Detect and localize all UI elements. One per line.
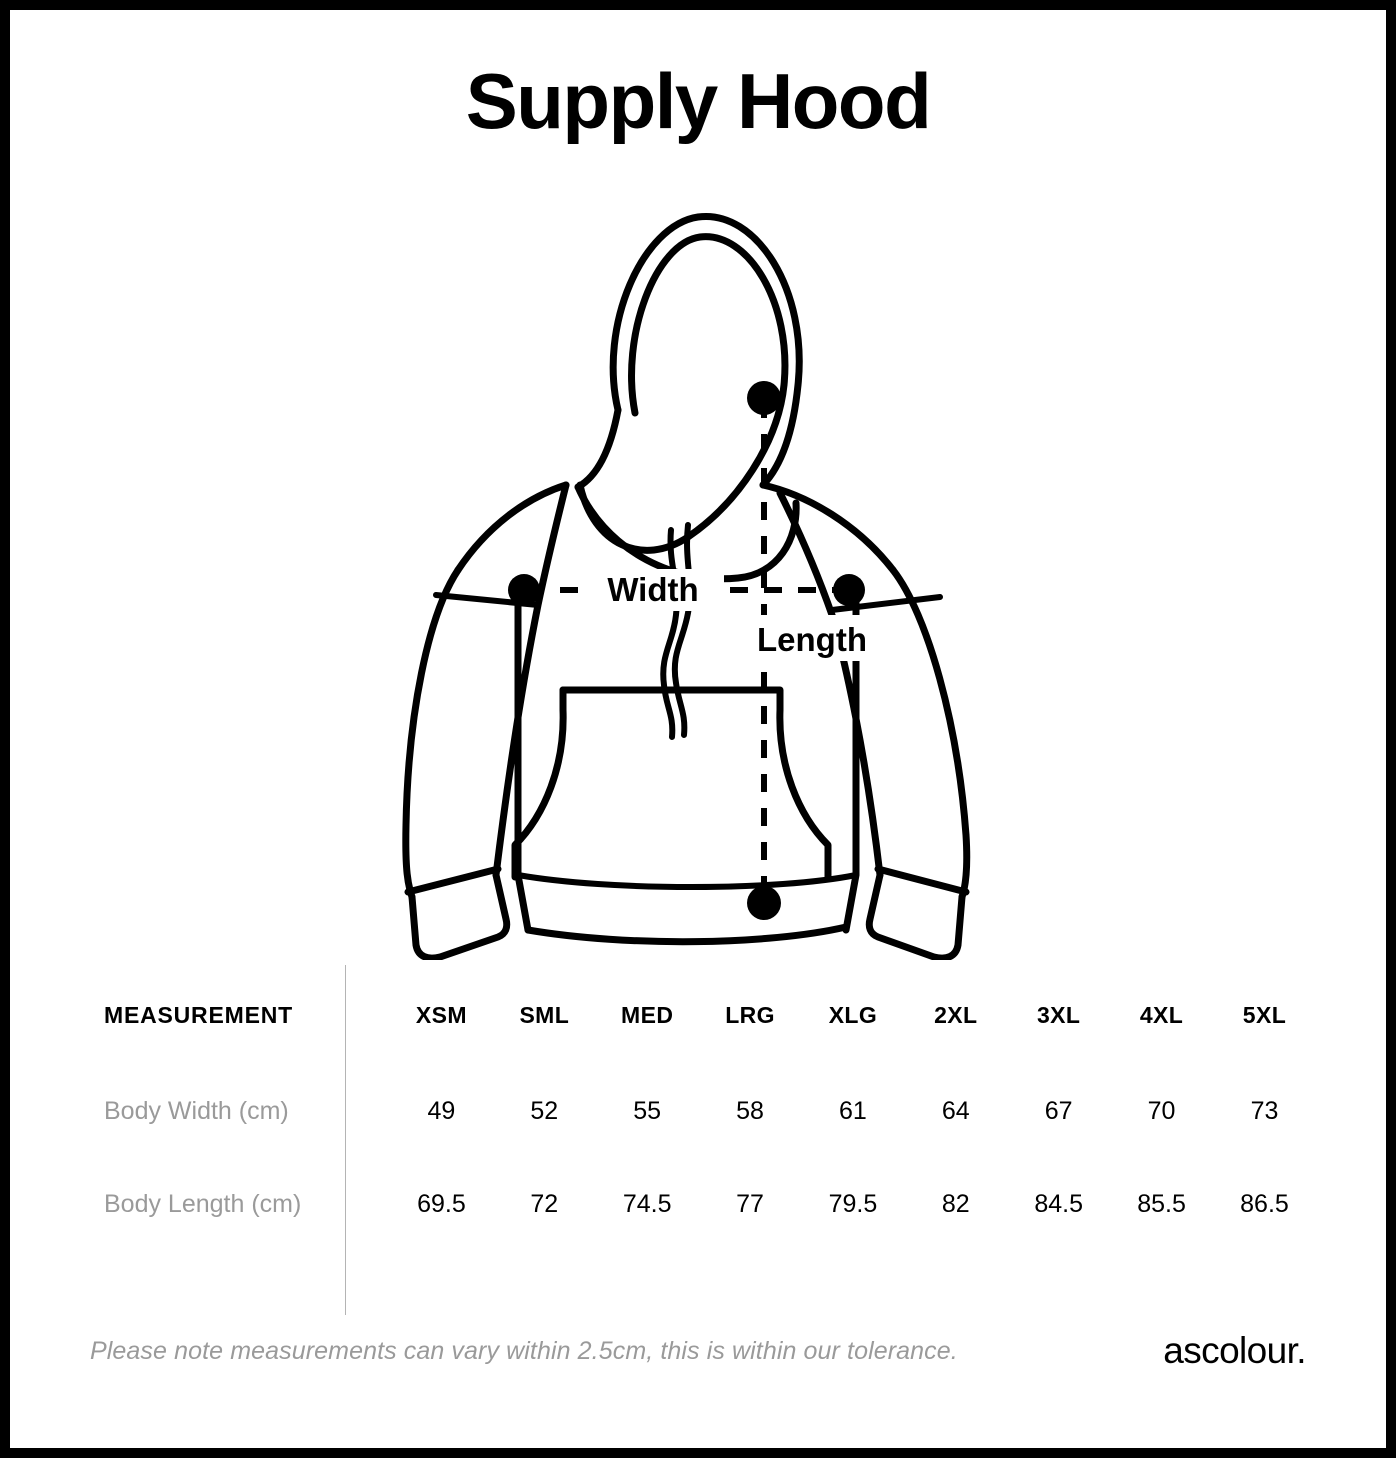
column-header-sml: SML xyxy=(519,1001,570,1028)
drawstring-left xyxy=(660,527,680,740)
brand-logo: ascolour. xyxy=(1163,1330,1306,1371)
column-header-4xl: 4XL xyxy=(1139,1001,1184,1028)
cell-body-length-5xl: 86.5 xyxy=(1240,1190,1289,1218)
length-label: Length xyxy=(757,621,867,658)
cell-body-width-xsm: 49 xyxy=(427,1097,456,1125)
cell-body-length-4xl: 85.5 xyxy=(1137,1190,1186,1218)
hood-inner-line xyxy=(576,233,789,554)
measurements-table-wrap: MEASUREMENT XSM SML MED LRG XLG 2XL 3XL … xyxy=(90,965,1316,1315)
table-vertical-rule xyxy=(345,965,346,1315)
right-shoulder-line xyxy=(759,481,897,574)
length-label-backdrop xyxy=(720,615,908,661)
waistband-bottom-line xyxy=(524,923,850,946)
pocket-right-edge xyxy=(559,686,832,881)
hood-outer-line xyxy=(609,213,803,489)
table-header-row: MEASUREMENT XSM SML MED LRG XLG 2XL 3XL … xyxy=(90,965,1316,1065)
cell-body-width-sml: 52 xyxy=(530,1097,559,1125)
cell-body-length-3xl: 84.5 xyxy=(1034,1190,1084,1218)
left-cuff xyxy=(408,871,511,960)
hood-band-line xyxy=(574,483,800,583)
page-title: Supply Hood xyxy=(465,57,932,145)
column-header-measurement: MEASUREMENT xyxy=(104,1001,293,1028)
drawstring-right xyxy=(671,522,693,738)
column-header-2xl: 2XL xyxy=(934,1001,978,1028)
cell-body-width-xlg: 61 xyxy=(839,1097,867,1125)
chart-frame: Supply Hood xyxy=(10,10,1386,1448)
tolerance-note: Please note measurements can vary within… xyxy=(90,1336,958,1365)
width-marker-right xyxy=(833,574,865,606)
pocket-left-edge xyxy=(511,686,567,881)
measurements-table: MEASUREMENT XSM SML MED LRG XLG 2XL 3XL … xyxy=(90,965,1316,1251)
length-marker-bottom xyxy=(747,886,781,920)
row-label-body-length: Body Length (cm) xyxy=(104,1190,302,1218)
footer: Please note measurements can vary within… xyxy=(90,1330,1307,1372)
cell-body-width-5xl: 73 xyxy=(1250,1097,1279,1125)
cell-body-width-3xl: 67 xyxy=(1044,1097,1073,1125)
garment-illustration: Width Length xyxy=(10,185,1386,960)
waistband-top-seam xyxy=(515,872,859,890)
cell-body-width-2xl: 64 xyxy=(941,1097,970,1125)
table-row: Body Width (cm) 49 52 55 58 61 64 67 70 … xyxy=(90,1065,1316,1158)
table-row: Body Length (cm) 69.5 72 74.5 77 79.5 82… xyxy=(90,1158,1316,1251)
column-header-lrg: LRG xyxy=(725,1001,775,1028)
cell-body-length-xsm: 69.5 xyxy=(417,1190,466,1218)
column-header-5xl: 5XL xyxy=(1242,1001,1287,1028)
cell-body-width-lrg: 58 xyxy=(736,1097,764,1125)
left-raglan-seam xyxy=(492,481,570,879)
right-cuff-seam xyxy=(874,865,970,896)
width-label-backdrop xyxy=(582,569,724,611)
right-raglan-seam xyxy=(776,489,884,879)
cell-body-length-sml: 72 xyxy=(530,1190,559,1218)
row-label-body-width: Body Width (cm) xyxy=(104,1097,289,1125)
hoodie-technical-drawing: Width Length xyxy=(402,213,971,960)
cell-body-length-lrg: 77 xyxy=(736,1190,764,1218)
width-label: Width xyxy=(607,571,698,608)
right-sleeve-outer xyxy=(889,566,971,901)
right-cuff xyxy=(865,871,966,960)
column-header-xsm: XSM xyxy=(415,1001,467,1028)
cell-body-length-2xl: 82 xyxy=(941,1190,970,1218)
column-header-xlg: XLG xyxy=(828,1001,878,1028)
hood-left-base xyxy=(574,406,622,491)
column-header-3xl: 3XL xyxy=(1036,1001,1081,1028)
cell-body-length-med: 74.5 xyxy=(622,1190,672,1218)
left-cuff-seam xyxy=(404,865,502,896)
right-underarm-line xyxy=(829,594,943,613)
cell-body-length-xlg: 79.5 xyxy=(828,1190,878,1218)
length-marker-top xyxy=(747,381,781,415)
width-marker-left xyxy=(508,574,540,606)
cell-body-width-4xl: 70 xyxy=(1147,1097,1176,1125)
left-sleeve-outer xyxy=(402,566,462,901)
cell-body-width-med: 55 xyxy=(633,1097,662,1125)
column-header-med: MED xyxy=(621,1001,674,1028)
left-shoulder-line xyxy=(454,481,570,574)
